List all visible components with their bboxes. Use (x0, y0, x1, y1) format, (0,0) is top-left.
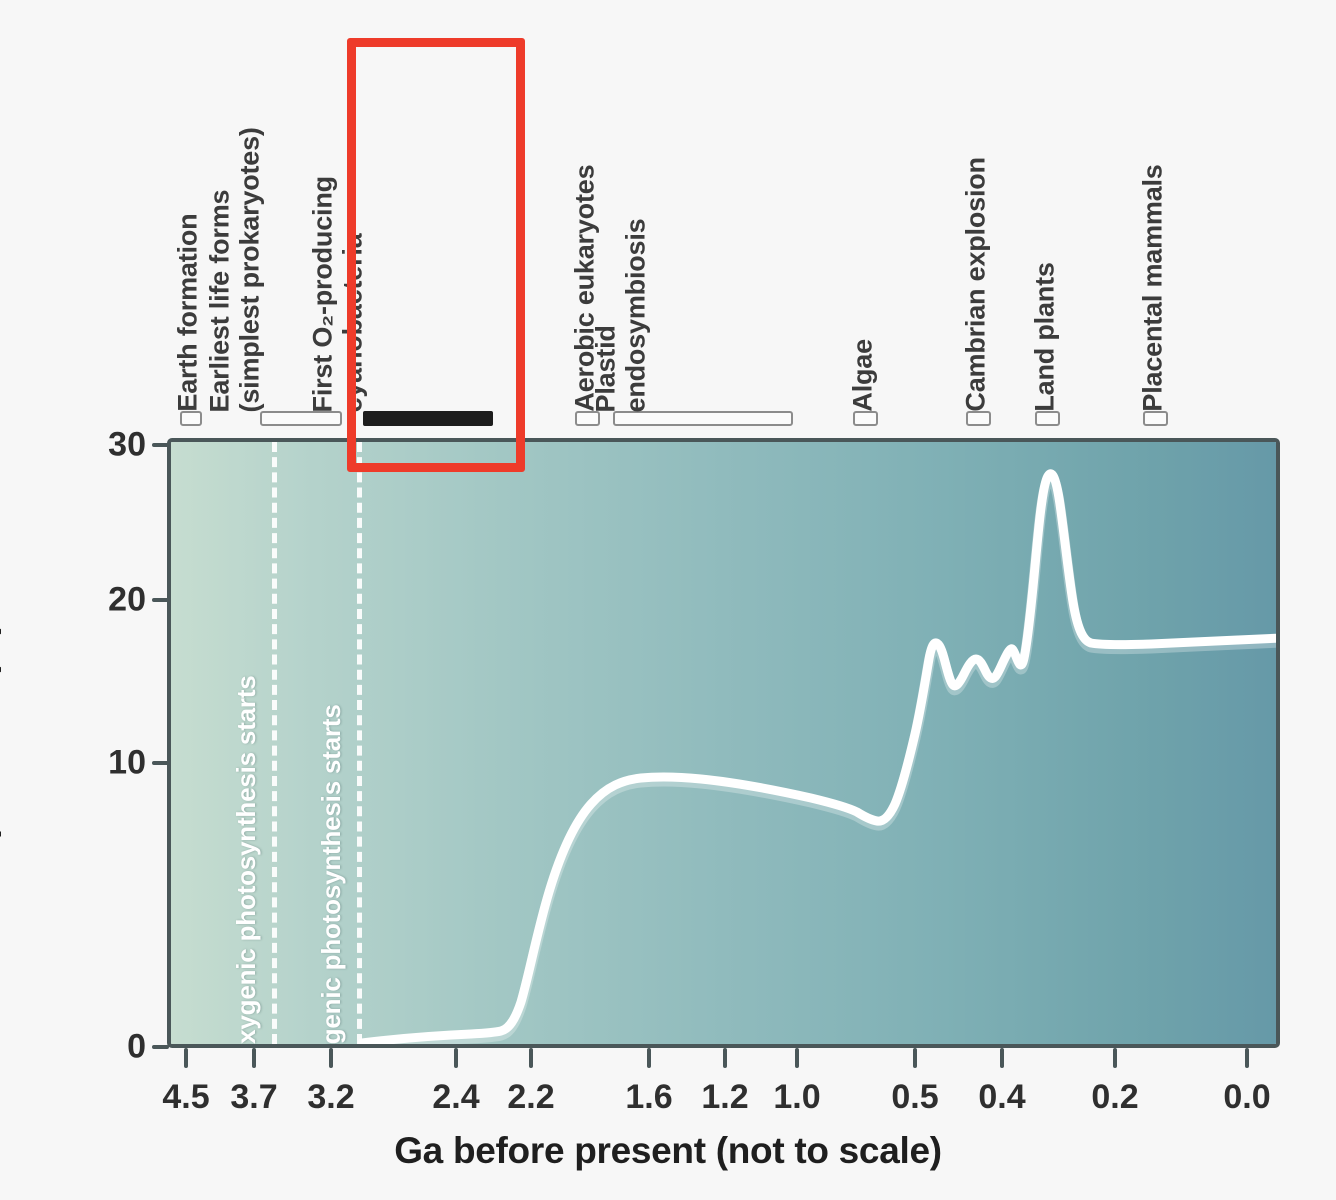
x-tick-label: 3.2 (307, 1078, 355, 1116)
event-marker-hollow (1143, 411, 1168, 426)
event-label: Cambrian explosion (960, 157, 991, 412)
x-tick-label: 4.5 (162, 1078, 210, 1116)
x-tick-label: 3.7 (230, 1078, 278, 1116)
x-tick-label: 1.2 (701, 1078, 749, 1116)
event-label: Earliest life forms (simplest prokaryote… (204, 126, 265, 412)
event-label: Earth formation (172, 213, 203, 412)
x-tick-mark (723, 1048, 727, 1068)
x-axis-title: Ga before present (not to scale) (394, 1130, 942, 1171)
event-label: Plastid endosymbiosis (590, 218, 651, 412)
y-tick-label: 20 (108, 580, 146, 619)
y-tick-label: 10 (108, 743, 146, 782)
x-tick-mark (184, 1048, 188, 1068)
x-tick-label: 1.0 (773, 1078, 821, 1116)
oxygen-curve (357, 469, 1276, 1044)
y-tick-label: 30 (108, 425, 146, 464)
event-marker-hollow (180, 411, 202, 426)
x-tick-mark (329, 1048, 333, 1068)
event-marker-hollow (853, 411, 878, 426)
event-label: First O₂-producing cyanobacteria (307, 175, 368, 412)
x-tick-label: 0.4 (978, 1078, 1026, 1116)
x-tick-mark (913, 1048, 917, 1068)
vline-anoxygenic (272, 442, 277, 1044)
x-tick-mark (647, 1048, 651, 1068)
y-tick-mark (152, 443, 169, 447)
x-tick-label: 0.5 (891, 1078, 939, 1116)
event-label: Algae (847, 339, 878, 412)
x-tick-mark (1113, 1048, 1117, 1068)
event-marker-hollow-bar (260, 411, 342, 426)
y-axis-title: Atmospheric O2(%) (0, 622, 46, 991)
x-tick-mark (529, 1048, 533, 1068)
event-marker-hollow (966, 411, 991, 426)
x-tick-mark (1000, 1048, 1004, 1068)
x-tick-mark (454, 1048, 458, 1068)
x-tick-label: 1.6 (625, 1078, 673, 1116)
x-tick-label: 2.2 (507, 1078, 555, 1116)
x-tick-label: 2.4 (432, 1078, 480, 1116)
x-tick-mark (1245, 1048, 1249, 1068)
vline-oxygenic (357, 442, 362, 1044)
plot-background-gradient (171, 442, 1276, 1044)
y-tick-mark (152, 598, 169, 602)
event-marker-filled-bar (363, 411, 493, 426)
y-tick-label: 0 (127, 1027, 146, 1066)
event-marker-hollow (575, 411, 600, 426)
timeline-events-band: Earth formation Earliest life forms (sim… (0, 0, 1336, 438)
event-marker-hollow (1035, 411, 1060, 426)
x-tick-label: 0.0 (1223, 1078, 1271, 1116)
x-tick-label: 0.2 (1091, 1078, 1139, 1116)
event-label: Placental mammals (1137, 164, 1168, 412)
event-marker-hollow-bar (613, 411, 793, 426)
x-tick-mark (795, 1048, 799, 1068)
y-tick-mark (152, 761, 169, 765)
y-tick-mark (152, 1045, 169, 1049)
event-label: Land plants (1029, 262, 1060, 412)
x-tick-mark (252, 1048, 256, 1068)
plot-area: Anoxygenic photosynthesis starts Oxygeni… (167, 438, 1280, 1048)
